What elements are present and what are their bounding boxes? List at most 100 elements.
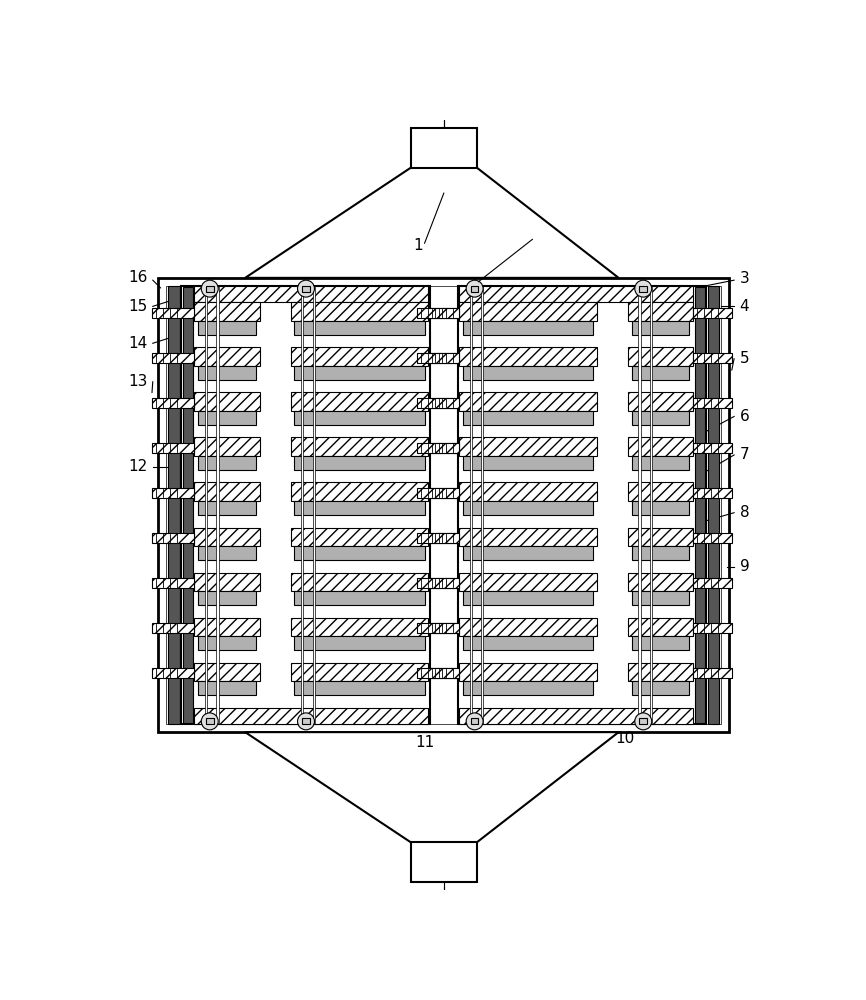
Bar (291, 482, 429, 501)
Bar (694, 353, 732, 363)
Bar (198, 411, 256, 425)
Bar (410, 128, 477, 168)
Text: 4: 4 (740, 299, 749, 314)
Bar (183, 287, 193, 723)
Bar (198, 456, 256, 470)
Bar (204, 287, 207, 723)
Bar (194, 392, 260, 411)
Bar (429, 533, 467, 543)
Bar (459, 708, 694, 724)
Bar (194, 573, 260, 591)
Bar (198, 366, 256, 380)
Bar (417, 398, 459, 408)
Bar (458, 286, 707, 724)
Bar (198, 591, 256, 605)
Bar (463, 501, 593, 515)
Bar (694, 668, 732, 678)
Bar (294, 411, 424, 425)
Text: 8: 8 (740, 505, 749, 520)
Bar (694, 443, 732, 453)
Bar (459, 482, 597, 501)
Bar (429, 353, 467, 363)
Bar (628, 392, 694, 411)
Bar (631, 546, 689, 560)
Bar (463, 546, 593, 560)
Bar (463, 321, 593, 335)
Bar (198, 546, 256, 560)
Text: 3: 3 (740, 271, 749, 286)
Text: 16: 16 (128, 270, 147, 285)
Bar (694, 533, 732, 543)
Circle shape (298, 713, 314, 730)
Text: 2: 2 (468, 277, 477, 292)
Bar (463, 591, 593, 605)
Bar (313, 287, 315, 723)
Bar (429, 308, 467, 318)
Circle shape (635, 280, 652, 297)
Bar (639, 286, 647, 292)
Bar (631, 321, 689, 335)
Bar (417, 668, 459, 678)
Bar (301, 287, 303, 723)
Bar (463, 456, 593, 470)
Bar (181, 286, 430, 724)
Text: 9: 9 (740, 559, 749, 574)
Bar (291, 663, 429, 681)
Bar (152, 578, 194, 588)
Bar (650, 287, 652, 723)
Bar (463, 411, 593, 425)
Bar (166, 286, 721, 724)
Bar (410, 842, 477, 882)
Bar (628, 437, 694, 456)
Bar (459, 528, 597, 546)
Bar (631, 366, 689, 380)
Bar (194, 708, 429, 724)
Bar (302, 718, 310, 724)
Bar (631, 681, 689, 695)
Bar (459, 302, 597, 321)
Bar (459, 286, 694, 302)
Bar (459, 437, 597, 456)
Bar (194, 528, 260, 546)
Bar (639, 718, 647, 724)
Bar (152, 353, 194, 363)
Text: 11: 11 (415, 735, 434, 750)
Bar (459, 573, 597, 591)
Bar (463, 681, 593, 695)
Bar (628, 302, 694, 321)
Bar (463, 366, 593, 380)
Bar (417, 623, 459, 633)
Bar (459, 618, 597, 636)
Bar (152, 308, 194, 318)
Bar (694, 578, 732, 588)
Bar (429, 488, 467, 498)
Bar (194, 618, 260, 636)
Bar (429, 443, 467, 453)
Bar (294, 681, 424, 695)
Bar (429, 578, 467, 588)
Bar (198, 321, 256, 335)
Bar (294, 456, 424, 470)
Bar (152, 668, 194, 678)
Bar (194, 663, 260, 681)
Bar (628, 663, 694, 681)
Polygon shape (245, 732, 618, 842)
Circle shape (201, 280, 218, 297)
Bar (152, 623, 194, 633)
Bar (638, 287, 641, 723)
Bar (628, 618, 694, 636)
Bar (291, 392, 429, 411)
Bar (152, 443, 194, 453)
Bar (459, 663, 597, 681)
Bar (194, 437, 260, 456)
Bar (628, 347, 694, 366)
Bar (481, 287, 483, 723)
Bar (471, 718, 479, 724)
Bar (168, 286, 180, 724)
Bar (417, 443, 459, 453)
Bar (695, 287, 705, 723)
Bar (631, 636, 689, 650)
Bar (294, 591, 424, 605)
Text: 6: 6 (740, 409, 749, 424)
Bar (708, 286, 720, 724)
